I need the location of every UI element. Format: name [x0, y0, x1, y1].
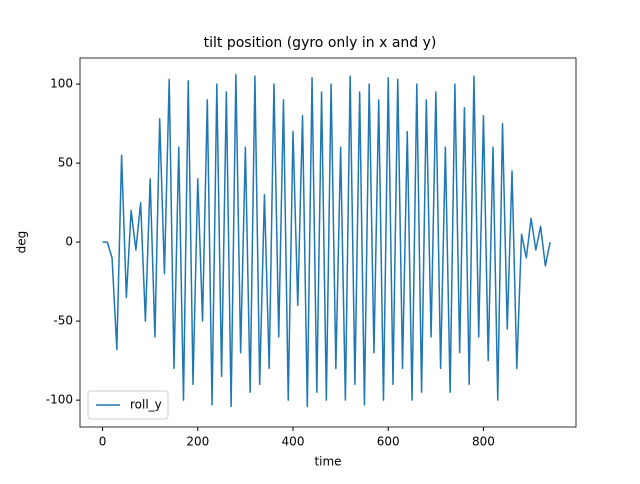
legend-box	[87, 390, 169, 420]
chart-title: tilt position (gyro only in x and y)	[204, 35, 437, 51]
x-tick-label: 800	[472, 435, 495, 449]
y-tick-label: 50	[58, 156, 73, 170]
x-tick-label: 200	[186, 435, 209, 449]
x-axis-label: time	[314, 455, 341, 469]
line	[102, 73, 551, 408]
y-tick-label: 100	[50, 77, 73, 91]
x-tick-label: 400	[282, 435, 305, 449]
x-tick-label: 0	[99, 435, 107, 449]
y-tick-label: -50	[53, 314, 73, 328]
legend-label: roll_y	[130, 398, 162, 412]
y-axis-label: deg	[15, 231, 29, 254]
y-tick-label: 0	[65, 235, 73, 249]
y-tick-label: -100	[46, 393, 73, 407]
plot-frame	[79, 57, 577, 428]
x-tick-label: 600	[377, 435, 400, 449]
